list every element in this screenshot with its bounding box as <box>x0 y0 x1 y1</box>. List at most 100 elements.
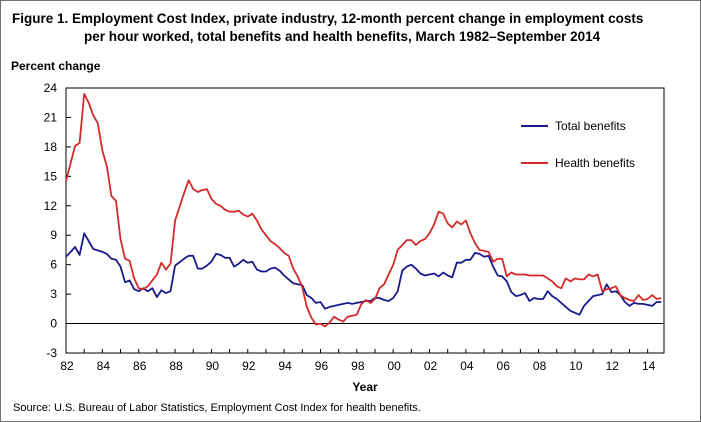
data-point <box>219 254 221 256</box>
y-tick-label: 9 <box>50 228 57 242</box>
data-point <box>115 200 117 202</box>
data-point <box>397 290 399 292</box>
data-point <box>442 212 444 214</box>
data-point <box>378 297 380 299</box>
data-point <box>83 93 85 95</box>
data-point <box>615 285 617 287</box>
x-tick-label: 94 <box>278 359 292 373</box>
data-point <box>65 256 67 258</box>
data-point <box>369 302 371 304</box>
x-tick-label: 92 <box>242 359 256 373</box>
x-tick-label: 12 <box>606 359 620 373</box>
data-point <box>565 277 567 279</box>
data-point <box>442 271 444 273</box>
data-point <box>133 277 135 279</box>
data-point <box>360 303 362 305</box>
data-point <box>269 240 271 242</box>
data-point <box>569 310 571 312</box>
data-point <box>560 302 562 304</box>
data-point <box>215 203 217 205</box>
x-tick-label: 14 <box>642 359 656 373</box>
data-point <box>492 265 494 267</box>
data-point <box>615 290 617 292</box>
data-point <box>610 291 612 293</box>
series-total-benefits <box>65 232 662 316</box>
data-point <box>124 281 126 283</box>
data-point <box>301 286 303 288</box>
data-point <box>656 301 658 303</box>
y-tick-label: 24 <box>44 81 58 95</box>
data-point <box>97 122 99 124</box>
data-point <box>365 299 367 301</box>
data-point <box>151 279 153 281</box>
data-point <box>124 258 126 260</box>
data-point <box>101 251 103 253</box>
data-point <box>315 302 317 304</box>
data-point <box>515 273 517 275</box>
data-point <box>437 275 439 277</box>
data-point <box>138 290 140 292</box>
data-point <box>587 300 589 302</box>
data-point <box>451 276 453 278</box>
data-point <box>406 239 408 241</box>
data-point <box>578 278 580 280</box>
data-point <box>297 283 299 285</box>
data-point <box>260 270 262 272</box>
data-point <box>201 189 203 191</box>
data-point <box>656 298 658 300</box>
data-point <box>483 250 485 252</box>
data-point <box>269 267 271 269</box>
data-point <box>624 297 626 299</box>
data-point <box>387 300 389 302</box>
data-point <box>206 188 208 190</box>
figure-title-line1: Figure 1. Employment Cost Index, private… <box>12 11 644 26</box>
data-point <box>537 298 539 300</box>
data-point <box>74 246 76 248</box>
series-line <box>65 232 662 316</box>
data-point <box>306 306 308 308</box>
data-point <box>224 257 226 259</box>
data-point <box>642 303 644 305</box>
data-point <box>228 211 230 213</box>
data-point <box>197 191 199 193</box>
data-point <box>628 305 630 307</box>
data-point <box>174 219 176 221</box>
data-point <box>247 262 249 264</box>
data-point <box>210 198 212 200</box>
chart-series <box>65 93 662 328</box>
chart-legend: Total benefits Health benefits <box>521 119 635 170</box>
data-point <box>247 215 249 217</box>
plot-area <box>65 87 665 354</box>
data-point <box>387 273 389 275</box>
data-point <box>74 145 76 147</box>
data-point <box>515 295 517 297</box>
data-point <box>533 297 535 299</box>
data-point <box>451 226 453 228</box>
data-point <box>333 316 335 318</box>
data-point <box>428 232 430 234</box>
data-point <box>215 253 217 255</box>
data-point <box>128 260 130 262</box>
data-point <box>401 244 403 246</box>
legend-label: Total benefits <box>555 119 626 133</box>
data-point <box>392 297 394 299</box>
data-point <box>637 303 639 305</box>
data-point <box>419 240 421 242</box>
data-point <box>160 289 162 291</box>
data-point <box>456 220 458 222</box>
data-point <box>156 296 158 298</box>
data-point <box>233 265 235 267</box>
data-point <box>292 282 294 284</box>
data-point <box>547 277 549 279</box>
data-point <box>469 259 471 261</box>
data-point <box>392 264 394 266</box>
data-point <box>542 298 544 300</box>
x-axis-label: Year <box>352 380 378 394</box>
x-tick-label: 86 <box>133 359 147 373</box>
data-point <box>288 255 290 257</box>
data-point <box>524 273 526 275</box>
data-point <box>528 274 530 276</box>
data-point <box>646 304 648 306</box>
data-point <box>347 302 349 304</box>
